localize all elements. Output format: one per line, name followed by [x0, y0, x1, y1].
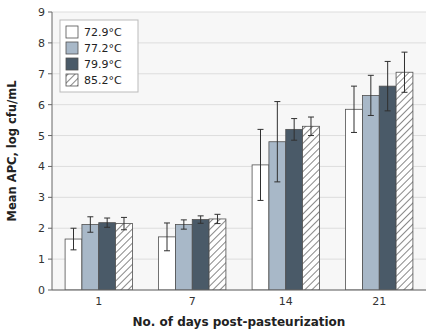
error-bar [291, 119, 297, 141]
legend-label: 79.9°C [84, 58, 122, 71]
error-bar [71, 228, 77, 250]
x-tick-label: 21 [372, 295, 386, 308]
y-tick [48, 104, 52, 105]
bar [379, 86, 396, 290]
legend-label: 77.2°C [84, 42, 122, 55]
y-tick-label: 0 [38, 284, 45, 297]
error-bar [164, 223, 170, 251]
y-tick-label: 3 [38, 191, 45, 204]
error-bar [368, 75, 374, 115]
y-axis [52, 12, 53, 290]
bar [396, 72, 413, 290]
plot-area [52, 12, 426, 290]
y-tick [48, 228, 52, 229]
grid-line [52, 290, 426, 291]
x-tick-label: 14 [279, 295, 293, 308]
legend-label: 72.9°C [84, 26, 122, 39]
bar [175, 225, 192, 290]
y-tick-label: 2 [38, 222, 45, 235]
chart: 0 1 2 3 4 5 6 7 8 9 1 7 14 21 No. of days post-pasteur… [0, 0, 436, 336]
bar [362, 95, 379, 290]
bar [192, 220, 209, 290]
error-bar [104, 218, 110, 227]
y-tick-label: 1 [38, 253, 45, 266]
bar [346, 109, 363, 290]
x-tick-label: 7 [189, 295, 196, 308]
y-tick-label: 5 [38, 130, 45, 143]
legend-swatch [66, 42, 78, 54]
error-bar [274, 102, 280, 182]
y-tick-label: 4 [38, 160, 45, 173]
y-tick [48, 42, 52, 43]
error-bar [351, 86, 357, 132]
y-tick [48, 135, 52, 136]
y-tick [48, 12, 52, 13]
error-bar [258, 129, 264, 200]
y-axis-title: Mean APC, log cfu/mL [5, 80, 19, 222]
y-tick [48, 166, 52, 167]
bar [303, 126, 320, 290]
bar [286, 129, 303, 290]
y-tick [48, 290, 52, 291]
grid-line [52, 12, 426, 13]
error-bar [181, 220, 187, 229]
error-bar [385, 61, 391, 110]
legend-frame [60, 20, 138, 92]
error-bar [401, 52, 407, 92]
error-bar [87, 217, 93, 232]
legend-swatch [66, 26, 78, 38]
legend-label: 85.2°C [84, 74, 122, 87]
x-axis-title: No. of days post-pasteurization [133, 315, 346, 329]
bar [116, 224, 133, 290]
legend-swatch [66, 74, 78, 86]
bar [209, 219, 226, 290]
legend-swatch [66, 58, 78, 70]
error-bar [198, 216, 204, 223]
y-tick [48, 73, 52, 74]
y-tick-label: 7 [38, 68, 45, 81]
legend: 72.9°C 77.2°C 79.9°C 85.2°C [60, 20, 138, 92]
y-tick [48, 197, 52, 198]
error-bar [308, 117, 314, 136]
y-tick-label: 9 [38, 6, 45, 19]
bar [82, 225, 99, 290]
x-axis [52, 290, 426, 291]
error-bar [121, 217, 127, 229]
y-tick-label: 8 [38, 37, 45, 50]
x-tick-label: 1 [95, 295, 102, 308]
error-bar [214, 214, 220, 223]
y-tick [48, 259, 52, 260]
y-tick-label: 6 [38, 99, 45, 112]
bar [99, 223, 116, 290]
